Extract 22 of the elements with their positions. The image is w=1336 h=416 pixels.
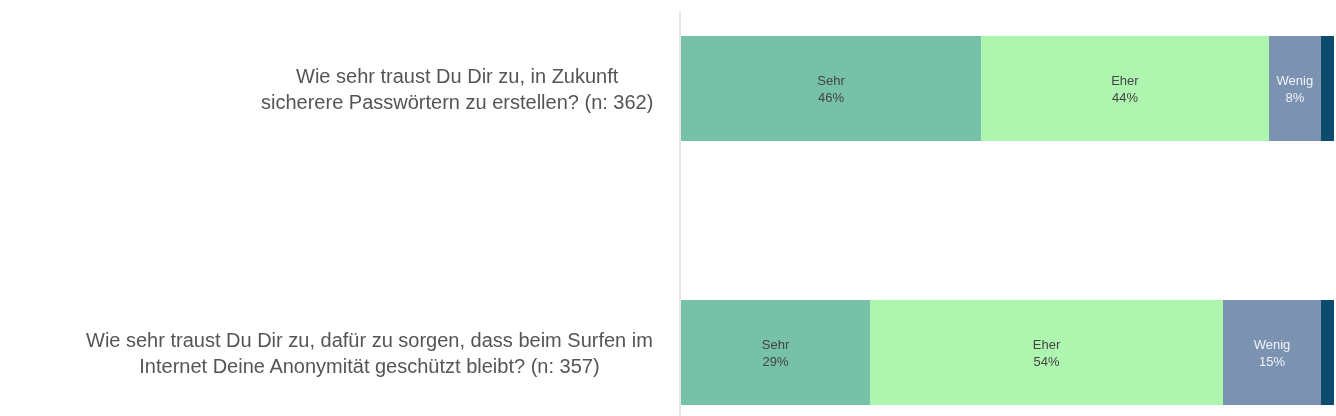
data-label: 8% bbox=[1285, 89, 1305, 105]
bar bbox=[1320, 299, 1334, 406]
y-tick-label: Wie sehr traust Du Dir zu, dafür zu sorgen, dass beim Surfen im Internet Deine Anonymität geschützt bleibt? (n: 357) bbox=[86, 329, 653, 377]
data-label: 29% bbox=[762, 353, 790, 369]
bar bbox=[1222, 299, 1321, 406]
data-label: 15% bbox=[1258, 353, 1286, 369]
bar bbox=[1268, 35, 1321, 142]
data-label: 46% bbox=[818, 89, 845, 105]
data-label: 44% bbox=[1111, 89, 1139, 105]
text: Wenig bbox=[1253, 336, 1291, 352]
series-label: Sehr bbox=[761, 336, 790, 352]
data-label: 54% bbox=[1033, 353, 1061, 369]
bar bbox=[981, 35, 1269, 142]
text: Eher bbox=[1111, 72, 1139, 88]
series-label: Wenig bbox=[1276, 72, 1314, 88]
bar bbox=[681, 299, 871, 406]
bar bbox=[681, 35, 982, 142]
bar bbox=[870, 299, 1223, 406]
series-label: Eher bbox=[1032, 336, 1061, 352]
text: Sehr bbox=[817, 72, 845, 88]
y-tick-label: Wie sehr traust Du Dir zu, in Zukunft sicherere Passwörtern zu erstellen? (n: 362) bbox=[261, 65, 654, 113]
bar bbox=[1320, 35, 1334, 142]
